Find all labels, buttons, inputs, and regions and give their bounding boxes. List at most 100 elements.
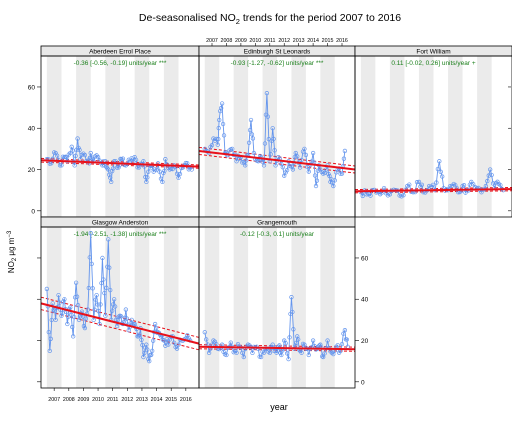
y-tick-label: 60 [361, 255, 369, 262]
data-point [47, 348, 52, 353]
x-tick-label: 2013 [293, 38, 305, 44]
data-point [250, 350, 255, 356]
data-point [461, 183, 467, 188]
data-point [297, 165, 303, 170]
data-point [161, 170, 166, 176]
data-point [92, 307, 97, 312]
panel-title: Edinburgh St Leonards [244, 49, 311, 56]
data-point [312, 173, 318, 178]
data-point [291, 327, 296, 332]
data-point [129, 317, 134, 323]
data-point [299, 157, 304, 163]
data-point [108, 175, 113, 180]
data-point [170, 166, 175, 172]
year-band [291, 56, 306, 217]
data-point [296, 337, 301, 342]
data-point [261, 350, 267, 355]
data-point [95, 302, 100, 307]
data-point [290, 309, 295, 315]
data-point [89, 261, 94, 266]
data-point [430, 182, 436, 188]
data-point [331, 183, 336, 189]
data-point [283, 341, 288, 346]
data-point [103, 313, 108, 318]
year-band [360, 56, 376, 217]
year-band [163, 56, 179, 217]
data-point [204, 337, 209, 342]
data-point [141, 354, 146, 360]
data-point [110, 168, 115, 174]
data-point [68, 305, 73, 310]
x-tick-label: 2016 [180, 397, 192, 403]
data-point [286, 356, 291, 362]
trend-line [354, 188, 512, 193]
data-point [144, 342, 149, 347]
data-point [162, 168, 167, 174]
year-band [320, 56, 335, 217]
panel-title: Grangemouth [257, 220, 297, 227]
panels-layer: Aberdeen Errol Place -0.36 [-0.56, -0.19]… [28, 38, 512, 403]
data-point [77, 314, 83, 319]
data-point [434, 180, 439, 185]
panel-5: Grangemouth -0.12 [-0.3, 0.1] units/year 0… [198, 216, 369, 389]
year-band [389, 56, 405, 217]
data-point [44, 286, 50, 292]
data-point [100, 255, 105, 261]
data-point [287, 335, 292, 340]
data-point [112, 304, 118, 309]
data-point [82, 325, 88, 331]
data-point [124, 316, 129, 321]
data-point [90, 286, 95, 291]
data-point [284, 351, 290, 356]
y-tick-label: 40 [28, 126, 36, 133]
data-point [59, 163, 64, 168]
year-band [448, 56, 463, 217]
data-point [88, 231, 93, 236]
data-point [310, 150, 316, 156]
data-point [244, 158, 249, 163]
data-point [302, 146, 307, 152]
data-point [93, 297, 98, 302]
panel-4: Glasgow Anderston -1.94 [-2.51, -1.38] un… [37, 216, 200, 403]
data-point [53, 317, 58, 323]
x-tick-label: 2015 [322, 38, 334, 44]
data-point [141, 159, 146, 164]
data-point [109, 179, 114, 185]
data-point [70, 148, 75, 153]
data-point [221, 133, 227, 138]
data-point [118, 314, 124, 319]
data-point [326, 171, 331, 177]
year-band [233, 227, 249, 388]
data-point [61, 299, 66, 304]
year-band [418, 56, 434, 217]
data-point [218, 105, 224, 111]
data-point [407, 182, 412, 187]
data-point [295, 154, 300, 159]
x-tick-label: 2014 [307, 38, 319, 44]
data-point [217, 117, 222, 123]
data-point [57, 163, 63, 168]
data-point [76, 145, 81, 150]
data-point [342, 148, 348, 154]
data-point [262, 141, 268, 146]
panel-1: Aberdeen Errol Place -0.36 [-0.56, -0.19]… [28, 45, 200, 218]
data-point [272, 148, 277, 153]
data-point [91, 317, 96, 323]
data-point [77, 147, 82, 153]
data-point [99, 280, 104, 286]
data-point [220, 121, 226, 127]
data-point [174, 346, 180, 351]
data-point [48, 336, 53, 341]
y-tick-label: 0 [31, 208, 35, 215]
data-point [323, 167, 329, 172]
data-point [56, 292, 61, 298]
data-point [87, 255, 92, 260]
data-point [75, 136, 80, 141]
data-point [341, 156, 347, 161]
data-point [306, 169, 311, 174]
data-point [171, 340, 177, 345]
data-point [306, 352, 311, 358]
trend-lower-bound [198, 153, 356, 174]
year-band [291, 227, 306, 388]
trend-statistic: -0.12 [-0.3, 0.1] units/year [240, 231, 315, 238]
